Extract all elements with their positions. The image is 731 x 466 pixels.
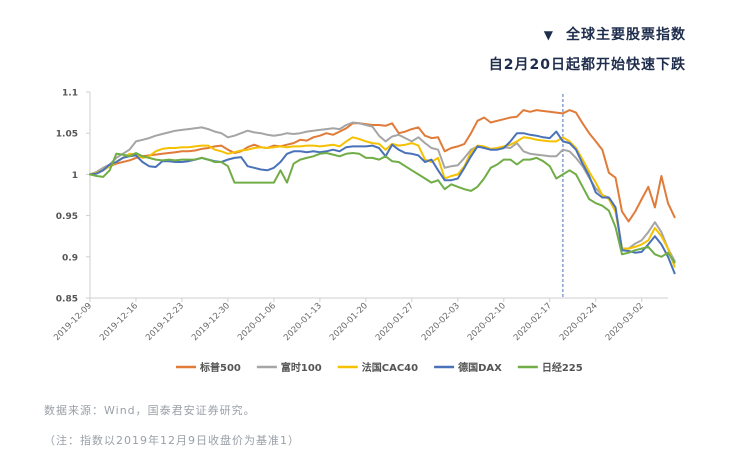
x-tick-label: 2020-01-06 [236,301,278,343]
legend-label-nikkei: 日经225 [542,361,583,374]
legend-label-ftse100: 富时100 [281,361,322,374]
x-tick-label: 2020-01-13 [282,301,324,343]
series-line-dax [89,130,676,275]
x-tick-label: 2020-02-10 [466,301,508,343]
data-source-note: 数据来源：Wind，国泰君安证券研究。 [44,404,256,417]
y-tick-label: 0.95 [56,212,78,222]
series-line-ftse100 [89,121,676,262]
x-tick-label: 2020-02-17 [512,301,554,343]
x-tick-label: 2019-12-30 [190,301,232,343]
legend: 标普500 富时100 法国CAC40 德国DAX 日经225 [176,361,583,374]
legend-label-dax: 德国DAX [457,361,502,374]
y-tick-label: 1 [72,171,78,181]
series-line-cac40 [89,136,676,268]
chart-subtitle: 自2月20日起都开始快速下跌 [488,57,686,73]
x-tick-label: 2020-02-24 [558,301,600,343]
x-tick-label: 2020-01-20 [328,301,370,343]
legend-label-sp500: 标普500 [199,361,241,374]
baseline-footnote: （注：指数以2019年12月9日收盘价为基准1） [44,434,300,447]
y-tick-label: 1.05 [56,130,78,140]
y-tick-label: 1.1 [62,89,78,99]
y-tick-label: 0.85 [56,295,78,305]
chart-title-text: 全球主要股票指数 [566,27,686,43]
series-layer [89,109,676,275]
y-tick-label: 0.9 [62,253,78,263]
x-tick-label: 2020-02-03 [420,301,462,343]
x-tick-label: 2019-12-09 [52,301,94,343]
x-tick-label: 2020-01-27 [374,301,416,343]
series-line-sp500 [89,109,676,223]
legend-label-cac40: 法国CAC40 [362,361,418,374]
x-tick-label: 2019-12-16 [98,301,140,343]
x-tick-label: 2020-03-02 [604,301,646,343]
x-tick-label: 2019-12-23 [144,301,186,343]
series-line-nikkei [89,152,676,264]
chart-title: ▼ 全球主要股票指数 [544,24,686,44]
triangle-down-icon: ▼ [543,28,554,42]
